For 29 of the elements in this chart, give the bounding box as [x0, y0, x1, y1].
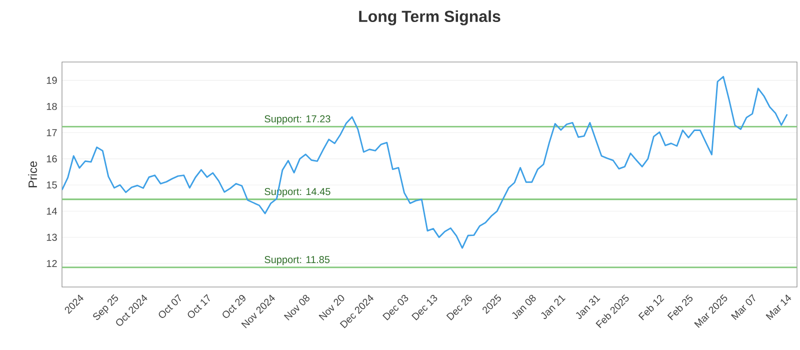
x-tick-label: Jan 08 [512, 294, 536, 320]
x-tick-label: Nov 08 [284, 294, 310, 320]
x-tick-label: Dec 13 [412, 294, 438, 320]
x-tick-label: Sep 25 [93, 294, 118, 320]
x-tick-label: Dec 26 [446, 294, 472, 320]
x-tick-label: Nov 20 [318, 294, 344, 320]
x-tick-label: Feb 25 [667, 294, 693, 320]
y-tick-label: 19 [46, 76, 57, 84]
y-tick-label: 12 [46, 260, 57, 267]
ref-line-label: Support: 11.85 [264, 256, 330, 266]
y-tick-label: 16 [46, 155, 57, 162]
x-tick-label: Mar 14 [766, 294, 792, 320]
y-tick-label: 15 [46, 181, 57, 188]
y-tick-label: 17 [46, 129, 57, 136]
x-tick-label: Dec 03 [382, 294, 408, 320]
ref-line-label: Support: 17.23 [264, 115, 330, 124]
x-tick-label: Jan 31 [576, 295, 600, 320]
line-series [62, 76, 788, 249]
y-axis-title: Price [28, 161, 38, 188]
x-tick-label: Oct 07 [158, 294, 181, 318]
x-tick-label: Mar 07 [730, 294, 756, 320]
x-tick-label: Feb 12 [638, 295, 664, 320]
x-tick-label: Oct 17 [188, 294, 210, 318]
x-tick-label: Oct 29 [222, 294, 246, 318]
x-tick-label: Jan 21 [541, 295, 566, 320]
y-tick-label: 18 [46, 102, 57, 110]
y-tick-label: 13 [46, 234, 57, 241]
y-tick-label: 14 [46, 208, 57, 215]
chart-title: Long Term Signals [359, 10, 500, 26]
